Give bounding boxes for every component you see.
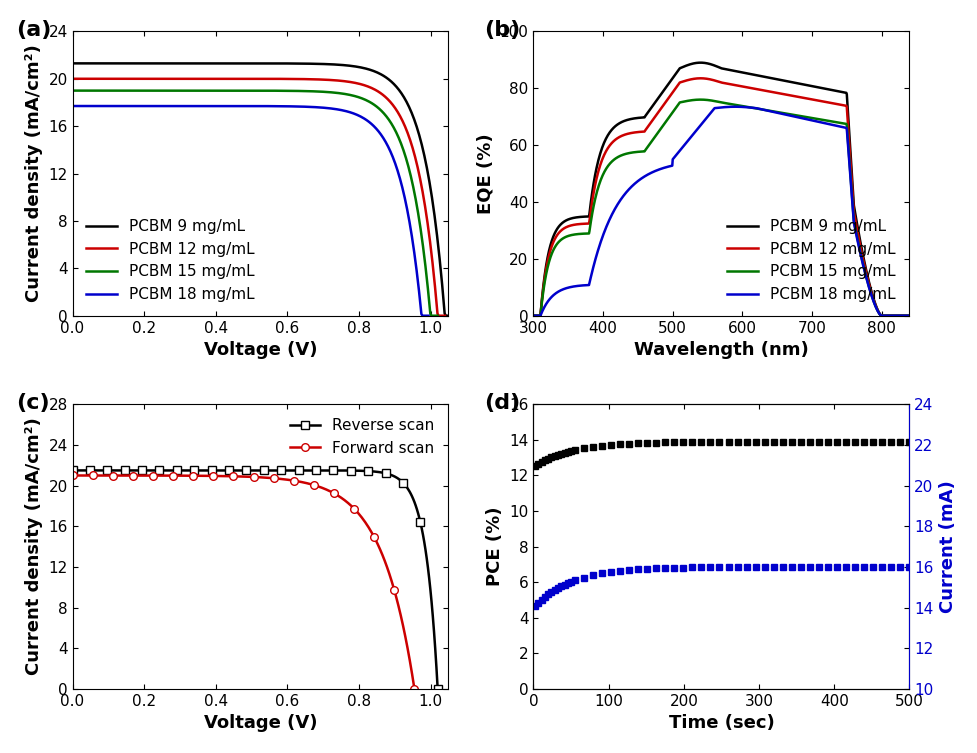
PCBM 18 mg/mL <box>812 117 824 127</box>
PCBM 9 mg/mL <box>851 223 863 232</box>
Line: PCBM 12 mg/mL: PCBM 12 mg/mL <box>532 78 909 316</box>
PCBM 18 mg/mL <box>389 159 401 168</box>
PCBM 15 mg/mL <box>694 95 705 104</box>
PCBM 18 mg/mL <box>278 102 290 111</box>
PCBM 15 mg/mL <box>755 105 767 114</box>
PCBM 18 mg/mL <box>745 103 757 112</box>
PCBM 18 mg/mL <box>366 120 378 130</box>
PCBM 18 mg/mL <box>66 102 78 111</box>
PCBM 18 mg/mL <box>416 311 428 320</box>
PCBM 15 mg/mL <box>903 311 914 320</box>
PCBM 12 mg/mL <box>527 311 538 320</box>
PCBM 12 mg/mL <box>812 96 824 105</box>
PCBM 15 mg/mL <box>432 311 444 320</box>
PCBM 9 mg/mL <box>903 311 914 320</box>
Y-axis label: PCE (%): PCE (%) <box>486 507 503 587</box>
Y-axis label: Current density (mA/cm²): Current density (mA/cm²) <box>24 44 43 303</box>
PCBM 12 mg/mL <box>745 84 757 93</box>
Line: PCBM 18 mg/mL: PCBM 18 mg/mL <box>72 106 428 316</box>
Line: PCBM 9 mg/mL: PCBM 9 mg/mL <box>72 63 451 316</box>
PCBM 15 mg/mL <box>527 311 538 320</box>
PCBM 12 mg/mL <box>433 311 445 320</box>
PCBM 18 mg/mL <box>422 311 434 320</box>
PCBM 18 mg/mL <box>527 311 538 320</box>
PCBM 15 mg/mL <box>290 87 302 96</box>
PCBM 15 mg/mL <box>283 87 295 96</box>
PCBM 12 mg/mL <box>404 136 415 145</box>
PCBM 12 mg/mL <box>694 74 705 83</box>
X-axis label: Time (sec): Time (sec) <box>668 714 774 732</box>
PCBM 9 mg/mL <box>386 78 398 87</box>
PCBM 12 mg/mL <box>851 227 863 236</box>
PCBM 18 mg/mL <box>67 102 79 111</box>
Legend: Reverse scan, Forward scan: Reverse scan, Forward scan <box>283 412 441 462</box>
PCBM 9 mg/mL <box>527 311 538 320</box>
PCBM 12 mg/mL <box>767 87 779 96</box>
PCBM 12 mg/mL <box>903 311 914 320</box>
PCBM 18 mg/mL <box>277 102 289 111</box>
PCBM 15 mg/mL <box>67 86 79 95</box>
PCBM 12 mg/mL <box>288 75 300 84</box>
PCBM 15 mg/mL <box>425 311 437 320</box>
PCBM 9 mg/mL <box>767 74 779 83</box>
PCBM 9 mg/mL <box>292 59 304 68</box>
Line: PCBM 15 mg/mL: PCBM 15 mg/mL <box>532 99 909 316</box>
PCBM 9 mg/mL <box>694 58 705 67</box>
PCBM 12 mg/mL <box>287 75 299 84</box>
PCBM 9 mg/mL <box>812 83 824 92</box>
PCBM 15 mg/mL <box>282 87 294 96</box>
PCBM 18 mg/mL <box>729 102 741 111</box>
Y-axis label: Current density (mA/cm²): Current density (mA/cm²) <box>24 418 43 675</box>
PCBM 9 mg/mL <box>66 59 78 68</box>
PCBM 12 mg/mL <box>294 75 306 84</box>
Line: PCBM 9 mg/mL: PCBM 9 mg/mL <box>532 62 909 316</box>
Text: (b): (b) <box>485 20 521 40</box>
PCBM 18 mg/mL <box>550 288 562 297</box>
Line: PCBM 18 mg/mL: PCBM 18 mg/mL <box>532 107 909 316</box>
PCBM 18 mg/mL <box>284 102 296 111</box>
PCBM 9 mg/mL <box>440 311 451 320</box>
Legend: PCBM 9 mg/mL, PCBM 12 mg/mL, PCBM 15 mg/mL, PCBM 18 mg/mL: PCBM 9 mg/mL, PCBM 12 mg/mL, PCBM 15 mg/… <box>720 213 901 308</box>
PCBM 15 mg/mL <box>550 240 562 249</box>
Line: PCBM 12 mg/mL: PCBM 12 mg/mL <box>72 79 445 316</box>
PCBM 15 mg/mL <box>812 114 824 123</box>
PCBM 12 mg/mL <box>66 75 78 84</box>
PCBM 18 mg/mL <box>755 105 767 114</box>
X-axis label: Voltage (V): Voltage (V) <box>203 714 317 732</box>
Text: (c): (c) <box>16 393 50 413</box>
PCBM 12 mg/mL <box>755 86 767 95</box>
PCBM 15 mg/mL <box>374 105 386 114</box>
PCBM 9 mg/mL <box>291 59 303 68</box>
X-axis label: Voltage (V): Voltage (V) <box>203 341 317 359</box>
Y-axis label: EQE (%): EQE (%) <box>476 133 493 214</box>
PCBM 15 mg/mL <box>851 235 863 244</box>
PCBM 15 mg/mL <box>398 146 409 155</box>
Text: (a): (a) <box>16 20 52 40</box>
Line: PCBM 15 mg/mL: PCBM 15 mg/mL <box>72 90 438 316</box>
PCBM 12 mg/mL <box>67 75 79 84</box>
PCBM 15 mg/mL <box>66 86 78 95</box>
PCBM 18 mg/mL <box>767 108 779 117</box>
PCBM 15 mg/mL <box>745 103 757 112</box>
PCBM 12 mg/mL <box>380 93 392 102</box>
PCBM 12 mg/mL <box>439 311 450 320</box>
PCBM 15 mg/mL <box>767 107 779 116</box>
PCBM 12 mg/mL <box>550 231 562 240</box>
PCBM 9 mg/mL <box>745 70 757 79</box>
PCBM 9 mg/mL <box>550 225 562 234</box>
Y-axis label: Current (mA): Current (mA) <box>938 480 956 613</box>
PCBM 18 mg/mL <box>851 236 863 245</box>
PCBM 18 mg/mL <box>903 311 914 320</box>
PCBM 9 mg/mL <box>410 122 422 131</box>
PCBM 9 mg/mL <box>755 72 767 81</box>
Text: (d): (d) <box>485 393 521 413</box>
PCBM 9 mg/mL <box>446 311 457 320</box>
PCBM 9 mg/mL <box>299 59 311 68</box>
PCBM 9 mg/mL <box>67 59 79 68</box>
Legend: PCBM 9 mg/mL, PCBM 12 mg/mL, PCBM 15 mg/mL, PCBM 18 mg/mL: PCBM 9 mg/mL, PCBM 12 mg/mL, PCBM 15 mg/… <box>80 213 261 308</box>
X-axis label: Wavelength (nm): Wavelength (nm) <box>633 341 808 359</box>
